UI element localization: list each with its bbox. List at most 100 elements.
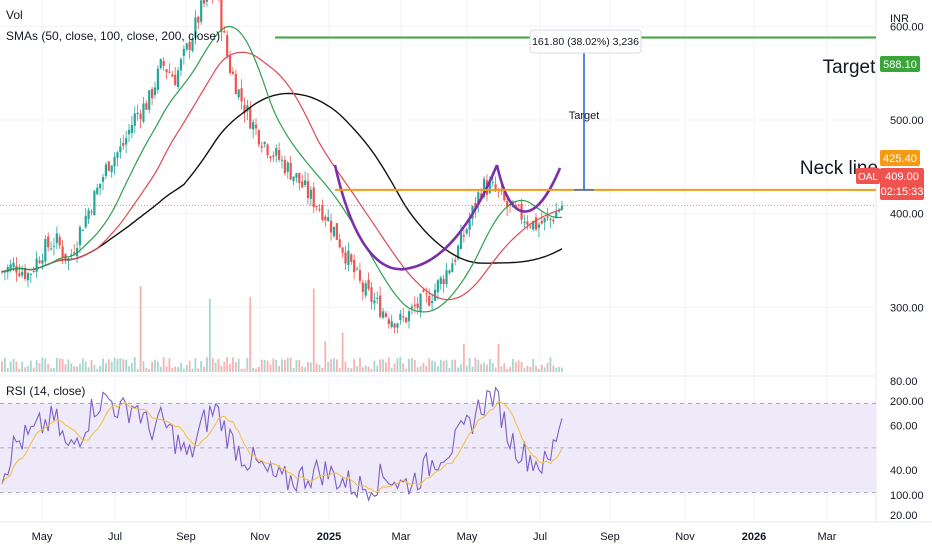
volume-bar xyxy=(24,367,26,372)
candle-body xyxy=(555,211,558,219)
volume-bar xyxy=(491,362,494,372)
candle-body xyxy=(275,148,278,156)
candle-body xyxy=(93,191,96,216)
volume-bar xyxy=(73,366,76,372)
volume-bar xyxy=(130,362,133,372)
volume-bar xyxy=(497,344,500,372)
candle-body xyxy=(110,165,113,173)
volume-bar xyxy=(373,360,376,372)
volume-bar xyxy=(15,361,18,372)
candle-body xyxy=(532,220,535,230)
volume-bar xyxy=(191,368,194,372)
volume-bar xyxy=(61,359,64,372)
candle-body xyxy=(289,162,292,180)
volume-bar xyxy=(457,367,459,372)
candle-body xyxy=(283,159,286,174)
volume-bar xyxy=(422,362,425,372)
candle-body xyxy=(295,173,298,178)
volume-bar xyxy=(387,357,390,372)
candle-body xyxy=(165,69,168,73)
volume-bar xyxy=(113,357,116,372)
candle-body xyxy=(503,191,506,201)
candle-body xyxy=(321,205,324,220)
candle-body xyxy=(482,178,486,198)
candle-body xyxy=(373,300,376,304)
candle-body xyxy=(254,124,258,129)
candle-body xyxy=(506,200,509,208)
volume-bar xyxy=(526,365,529,372)
volume-bar xyxy=(347,367,350,372)
candle-body xyxy=(197,16,200,23)
candle-body xyxy=(474,202,477,209)
time-tick-label: May xyxy=(457,531,478,543)
candle-body xyxy=(361,282,364,292)
volume-bar xyxy=(428,358,431,372)
volume-bar xyxy=(405,368,408,372)
candle-body xyxy=(6,267,9,273)
volume-bar xyxy=(278,365,281,372)
candle-body xyxy=(139,113,142,120)
candle-body xyxy=(298,172,301,183)
volume-bar xyxy=(486,364,488,372)
volume-bar xyxy=(148,368,151,372)
candle-body xyxy=(422,290,425,292)
volume-bar xyxy=(350,368,353,372)
candle-body xyxy=(549,218,552,220)
volume-bar xyxy=(439,359,442,372)
candle-body xyxy=(534,217,538,230)
volume-bar xyxy=(139,286,142,372)
volume-bar xyxy=(480,364,483,372)
volume-bar xyxy=(55,357,58,372)
volume-bar xyxy=(136,368,139,372)
candle-body xyxy=(387,319,390,325)
candle-body xyxy=(52,245,56,247)
volume-bar xyxy=(413,359,416,372)
candle-body xyxy=(454,259,457,262)
volume-bar xyxy=(182,368,185,372)
volume-bar xyxy=(156,361,159,372)
candle-body xyxy=(159,59,162,69)
candle-body xyxy=(480,193,483,198)
volume-bar xyxy=(376,365,379,372)
measure-label: 161.80 (38.02%) 3,236 xyxy=(532,36,639,48)
target-text: Target xyxy=(823,57,877,78)
candle-body xyxy=(49,248,53,250)
volume-bar xyxy=(6,367,9,372)
volume-bar xyxy=(442,361,445,372)
volume-bar xyxy=(451,359,454,372)
volume-bar xyxy=(21,361,24,372)
volume-bar xyxy=(509,366,511,372)
volume-bar xyxy=(324,341,327,372)
countdown: 02:15:33 xyxy=(881,186,924,198)
volume-bar xyxy=(260,359,263,372)
volume-bar xyxy=(162,357,165,372)
volume-bar xyxy=(125,359,128,372)
candle-body xyxy=(237,89,240,98)
volume-label: Vol xyxy=(6,8,23,22)
cup-pattern-curve xyxy=(333,164,499,271)
candle-body xyxy=(29,273,32,275)
candle-body xyxy=(226,35,229,57)
candle-body xyxy=(96,187,99,195)
volume-bar xyxy=(436,366,439,372)
volume-bar xyxy=(237,358,240,372)
symbol-badge: OAL xyxy=(856,168,880,184)
candle-body xyxy=(381,311,385,318)
volume-bar xyxy=(390,367,393,372)
candle-body xyxy=(202,0,206,4)
candle-body xyxy=(9,264,12,271)
candle-body xyxy=(142,103,145,122)
candle-body xyxy=(174,74,177,86)
volume-bar xyxy=(517,360,520,372)
candle-body xyxy=(136,112,139,114)
candle-body xyxy=(99,183,102,189)
time-tick-label: Mar xyxy=(818,531,837,543)
volume-bar xyxy=(298,360,301,372)
candle-body xyxy=(176,70,180,88)
volume-bar xyxy=(538,368,540,372)
candle-body xyxy=(104,164,108,176)
volume-bar xyxy=(220,365,223,372)
volume-bar xyxy=(364,365,367,372)
candle-body xyxy=(324,216,327,221)
